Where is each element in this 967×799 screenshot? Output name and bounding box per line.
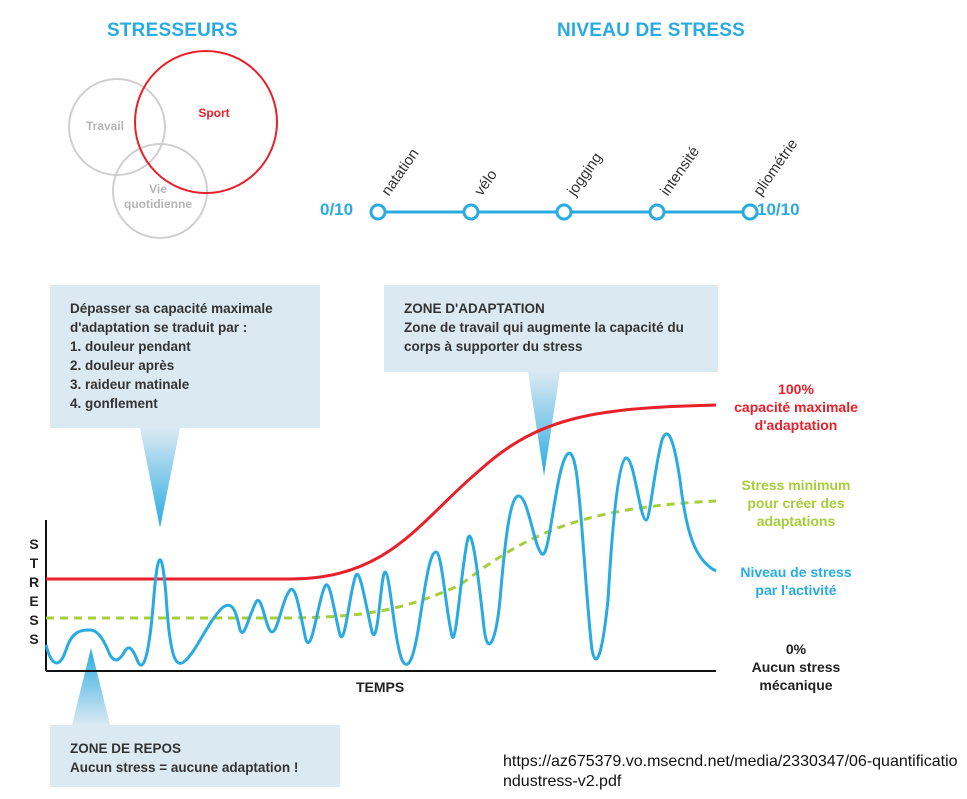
activity-stress-label: Niveau de stress par l'activité [740,564,852,598]
stress-scale-min-label: 0/10 [320,200,354,219]
overload-callout-item: 2. douleur après [70,358,175,373]
venn-label-sport: Sport [198,106,229,120]
overload-callout-item: 4. gonflement [70,396,158,411]
overload-callout-intro: Dépasser sa capacité maximale d'adaptati… [70,301,273,335]
rest-callout-text: Aucun stress = aucune adaptation ! [70,760,299,775]
min-stress-curve [46,499,717,620]
activity-stress-curve [44,432,717,667]
rest-callout-title: ZONE DE REPOS [70,741,182,756]
overload-callout-pointer [140,428,180,528]
overload-callout-item: 3. raideur matinale [70,377,190,392]
min-stress-label: Stress minimum pour créer des adaptation… [741,477,851,529]
max-capacity-curve [46,403,717,581]
venn-label-work: Travail [86,119,124,133]
stress-scale-node [369,203,387,221]
stress-scale-node [648,203,666,221]
y-axis-letter: R [28,574,40,590]
y-axis-letter: T [29,555,39,571]
stressors-title: STRESSEURS [107,20,238,41]
adaptation-callout: ZONE D'ADAPTATION Zone de travail qui au… [384,285,718,372]
rest-callout: ZONE DE REPOS Aucun stress = aucune adap… [50,725,340,787]
adaptation-callout-title: ZONE D'ADAPTATION [404,301,545,316]
y-axis-letter: S [29,612,39,628]
source-url: https://az675379.vo.msecnd.net/media/233… [503,753,958,790]
overload-callout-item: 1. douleur pendant [70,339,191,354]
venn-circle-daily-life [112,143,208,239]
stress-scale-node [462,203,480,221]
overload-callout: Dépasser sa capacité maximale d'adaptati… [50,285,320,428]
adaptation-callout-text: Zone de travail qui augmente la capacité… [404,320,684,354]
stress-scale-max-label: 10/10 [757,200,800,219]
stress-scale-node [555,203,573,221]
y-axis-letter: E [29,593,39,609]
adaptation-callout-pointer [528,372,560,476]
y-axis-letter: S [29,536,39,552]
venn-label-daily-life: Vie quotidienne [124,182,192,211]
rest-callout-pointer [72,648,110,725]
y-axis-letter: S [29,631,39,647]
x-axis-label: TEMPS [356,679,405,695]
zero-stress-label: 0% Aucun stress mécanique [751,641,841,693]
venn-circle-work [68,78,166,176]
stress-scale-node [741,203,759,221]
max-capacity-label: 100% capacité maximale d'adaptation [734,381,858,433]
venn-circle-sport [134,50,278,194]
stress-level-title: NIVEAU DE STRESS [557,20,745,41]
